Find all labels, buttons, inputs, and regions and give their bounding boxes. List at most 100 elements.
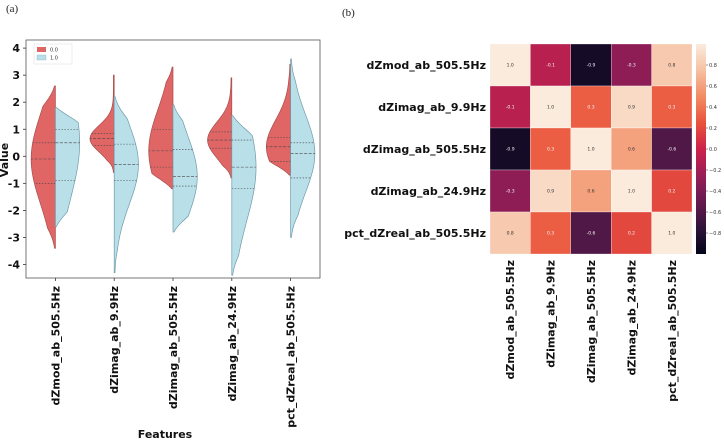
heatmap-cell [489, 127, 531, 171]
heatmap-cell-label: 1.0 [587, 147, 594, 153]
heatmap-cell [530, 85, 571, 129]
heatmap-col-label: dZmod_ab_505.5Hz [504, 260, 517, 379]
violin-half-1.0 [113, 96, 139, 273]
heatmap-cell-label: 0.9 [628, 105, 635, 111]
violin-half-1.0 [231, 115, 257, 276]
heatmap-cell [489, 85, 531, 129]
heatmap-cell [570, 43, 612, 87]
heatmap-col-label: pct_dZreal_ab_505.5Hz [666, 260, 679, 402]
x-tick-label: dZmod_ab_505.5Hz [49, 286, 62, 405]
heatmap-cell-label: 0.3 [547, 231, 554, 237]
heatmap-cell [530, 169, 571, 213]
heatmap-cell [611, 43, 652, 87]
heatmap-cell [570, 127, 612, 171]
legend-swatch-1 [36, 54, 47, 61]
x-tick-label: pct_dZreal_ab_505.5Hz [285, 286, 298, 428]
heatmap-cell [611, 85, 652, 129]
heatmap-cell-label: -0.6 [587, 231, 596, 237]
heatmap-chart: 1.0 -0.1 -0.9 -0.3 0.8 -0.1 1.0 0.3 0.9 0.3 -0.9 0.… [344, 43, 721, 402]
heatmap-cell-label: 0.8 [668, 63, 675, 69]
colorbar-tick-label: −0.4 [709, 189, 721, 195]
heatmap-row-labels: dZmod_ab_505.5Hz dZimag_ab_9.9Hz dZimag_ab… [344, 59, 486, 240]
violin-half-0.0 [207, 77, 233, 179]
heatmap-cell-label: 1.0 [628, 189, 635, 195]
heatmap-cell [530, 211, 571, 255]
heatmap-cell-label: -0.9 [506, 147, 515, 153]
x-tick-label: dZimag_ab_505.5Hz [167, 286, 180, 409]
y-tick-label: 2 [12, 96, 20, 109]
heatmap-colorbar: 0.8 0.6 0.4 0.2 0.0 −0.2 −0.4 −0.6 −0.8 [696, 44, 721, 254]
heatmap-cell-label: 0.3 [547, 147, 554, 153]
heatmap-cell [651, 43, 693, 87]
colorbar-tick-label: 0.8 [709, 63, 717, 69]
colorbar-tick-label: −0.2 [709, 168, 721, 174]
panel-b-label: (b) [342, 7, 355, 19]
legend-swatch-0 [37, 47, 46, 52]
heatmap-cell [611, 127, 652, 171]
y-tick-label: 4 [12, 42, 20, 55]
heatmap-col-labels: dZmod_ab_505.5Hz dZimag_ab_9.9Hz dZimag_ab… [504, 260, 679, 402]
heatmap-cell [530, 127, 571, 171]
violin-half-1.0 [55, 107, 81, 227]
heatmap-col-label: dZimag_ab_9.9Hz [545, 260, 558, 368]
violin-x-axis-title: Features [138, 428, 193, 441]
heatmap-cell [611, 169, 652, 213]
heatmap-cell [651, 127, 693, 171]
violin-legend: 0.0 1.0 [33, 43, 73, 65]
violin-half-0.0 [148, 66, 174, 190]
violin-half-1.0 [172, 104, 198, 233]
colorbar-tick-label: 0.0 [709, 147, 717, 153]
colorbar-tick-label: 0.6 [709, 84, 717, 90]
heatmap-cell-label: 0.3 [668, 105, 675, 111]
heatmap-row-label: pct_dZreal_ab_505.5Hz [344, 227, 486, 240]
heatmap-row-label: dZimag_ab_9.9Hz [378, 101, 486, 114]
heatmap-cell-label: -0.6 [667, 147, 676, 153]
heatmap-cell-label: -0.3 [506, 189, 515, 195]
violin-y-axis-title: Value [0, 143, 11, 177]
colorbar-tick-label: 0.2 [709, 126, 717, 132]
heatmap-cell-label: -0.1 [546, 63, 555, 69]
violin-half-0.0 [30, 85, 56, 249]
heatmap-cell [651, 85, 693, 129]
x-tick-label: dZimag_ab_24.9Hz [226, 286, 239, 401]
colorbar-bar [696, 44, 706, 254]
heatmap-cell [651, 169, 693, 213]
violin-bodies [30, 58, 316, 276]
violin-x-ticks: dZmod_ab_505.5Hz dZimag_ab_9.9Hz dZimag_ab… [49, 278, 298, 428]
y-tick-label: -2 [8, 204, 20, 217]
y-tick-label: 1 [12, 123, 20, 136]
heatmap-cells: 1.0 -0.1 -0.9 -0.3 0.8 -0.1 1.0 0.3 0.9 0.3 -0.9 0.… [489, 43, 693, 255]
colorbar-tick-label: −0.6 [709, 210, 721, 216]
heatmap-cell-label: 1.0 [507, 63, 514, 69]
heatmap-col-label: dZimag_ab_505.5Hz [585, 260, 598, 383]
heatmap-row-label: dZimag_ab_505.5Hz [363, 143, 486, 156]
heatmap-cell-label: 1.0 [668, 231, 675, 237]
heatmap-cell [570, 211, 612, 255]
legend-label-1: 1.0 [50, 56, 58, 62]
heatmap-cell-label: 0.9 [547, 189, 554, 195]
violin-half-1.0 [290, 58, 316, 238]
y-tick-label: -1 [8, 177, 20, 190]
heatmap-cell-label: 1.0 [547, 105, 554, 111]
y-tick-label: -4 [8, 258, 21, 271]
heatmap-cell-label: 0.2 [668, 189, 675, 195]
colorbar-tick-label: 0.4 [709, 105, 717, 111]
heatmap-col-label: dZimag_ab_24.9Hz [625, 260, 638, 375]
heatmap-cell-label: 0.8 [507, 231, 514, 237]
heatmap-cell [570, 169, 612, 213]
heatmap-cell-label: 0.6 [587, 189, 594, 195]
x-tick-label: dZimag_ab_9.9Hz [108, 286, 121, 394]
panel-a-label: (a) [6, 3, 19, 15]
heatmap-row-label: dZimag_ab_24.9Hz [371, 185, 486, 198]
heatmap-cell-label: 0.6 [628, 147, 635, 153]
heatmap-cell-label: -0.9 [587, 63, 596, 69]
heatmap-cell [611, 211, 652, 255]
legend-label-0: 0.0 [50, 48, 58, 54]
violin-half-0.0 [89, 74, 115, 173]
heatmap-cell-label: 0.2 [628, 231, 635, 237]
heatmap-cell [651, 211, 693, 255]
colorbar-tick-label: −0.8 [709, 231, 721, 237]
violin-y-ticks: -4 -3 -2 -1 0 1 2 3 4 [8, 42, 26, 271]
heatmap-cell [489, 169, 531, 213]
